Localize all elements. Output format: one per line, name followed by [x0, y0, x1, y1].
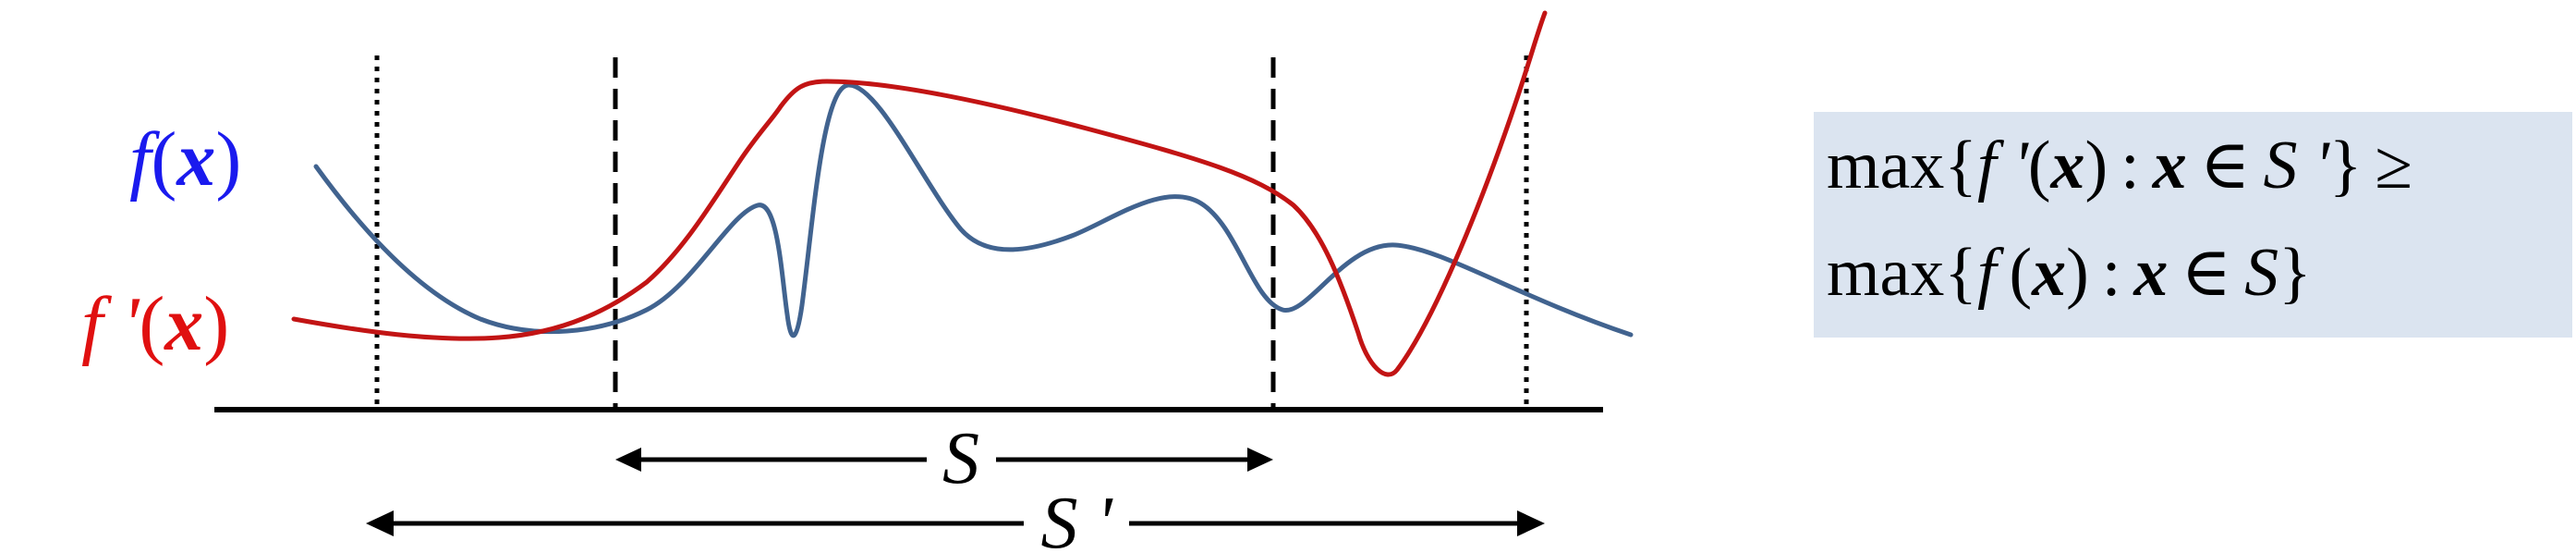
formula-1-in: ∈ — [2199, 128, 2251, 203]
s-arrow-right-head — [1247, 448, 1273, 472]
f-label-lparen: ( — [151, 117, 176, 203]
formula-2-lparen: ( — [2009, 235, 2033, 311]
f-label-arg: x — [175, 117, 215, 203]
f-prime-label: f '(x) — [81, 281, 229, 367]
f-curve — [313, 82, 1634, 338]
s-prime-arrow-left-head — [366, 510, 394, 536]
formula-line-1: max{f '(x): x ∈ S '} ≥ — [1827, 119, 2412, 212]
formula-2-var: x — [2133, 235, 2169, 311]
formula-1-var: x — [2152, 128, 2187, 203]
formula-1-lparen: ( — [2027, 128, 2051, 203]
formula-1-max: max — [1827, 128, 1945, 203]
formula-line-2: max{f (x): x ∈ S} — [1827, 227, 2312, 319]
formula-1-rparen: ) — [2084, 128, 2108, 203]
formula-2-rbrace: } — [2278, 235, 2312, 311]
formula-2-func: f — [1976, 235, 1997, 311]
f-prime-label-rparen: ) — [203, 281, 229, 367]
formula-1-rbrace: } — [2328, 128, 2363, 203]
s-prime-arrow-right-head — [1517, 510, 1545, 536]
formula-2-set: S — [2244, 235, 2279, 311]
formula-1-colon: : — [2120, 128, 2140, 203]
f-prime-label-lparen: ( — [139, 281, 164, 367]
s-arrow-left-head — [615, 448, 641, 472]
formula-2-arg: x — [2032, 235, 2067, 311]
formula-2-colon: : — [2101, 235, 2121, 311]
f-prime-label-arg: x — [163, 281, 203, 367]
f-prime-curve — [291, 10, 1548, 377]
f-label-rparen: ) — [215, 117, 241, 203]
s-label: S — [942, 418, 979, 499]
formula-2-max: max — [1827, 235, 1945, 311]
f-label: f(x) — [129, 117, 241, 203]
formula-2-rparen: ) — [2066, 235, 2089, 311]
formula-2-lbrace: { — [1944, 235, 1977, 311]
formula-2-in: ∈ — [2181, 235, 2232, 311]
formula-1-set: S ' — [2263, 128, 2329, 203]
formula-1-func: f ' — [1976, 128, 2028, 203]
formula-1-arg: x — [2050, 128, 2085, 203]
f-prime-label-func: f ' — [81, 281, 140, 367]
formula-1-rel: ≥ — [2375, 128, 2412, 203]
formula-1-lbrace: { — [1944, 128, 1977, 203]
s-prime-label: S ' — [1040, 483, 1113, 553]
formula-box: max{f '(x): x ∈ S '} ≥ max{f (x): x ∈ S} — [1814, 112, 2572, 338]
